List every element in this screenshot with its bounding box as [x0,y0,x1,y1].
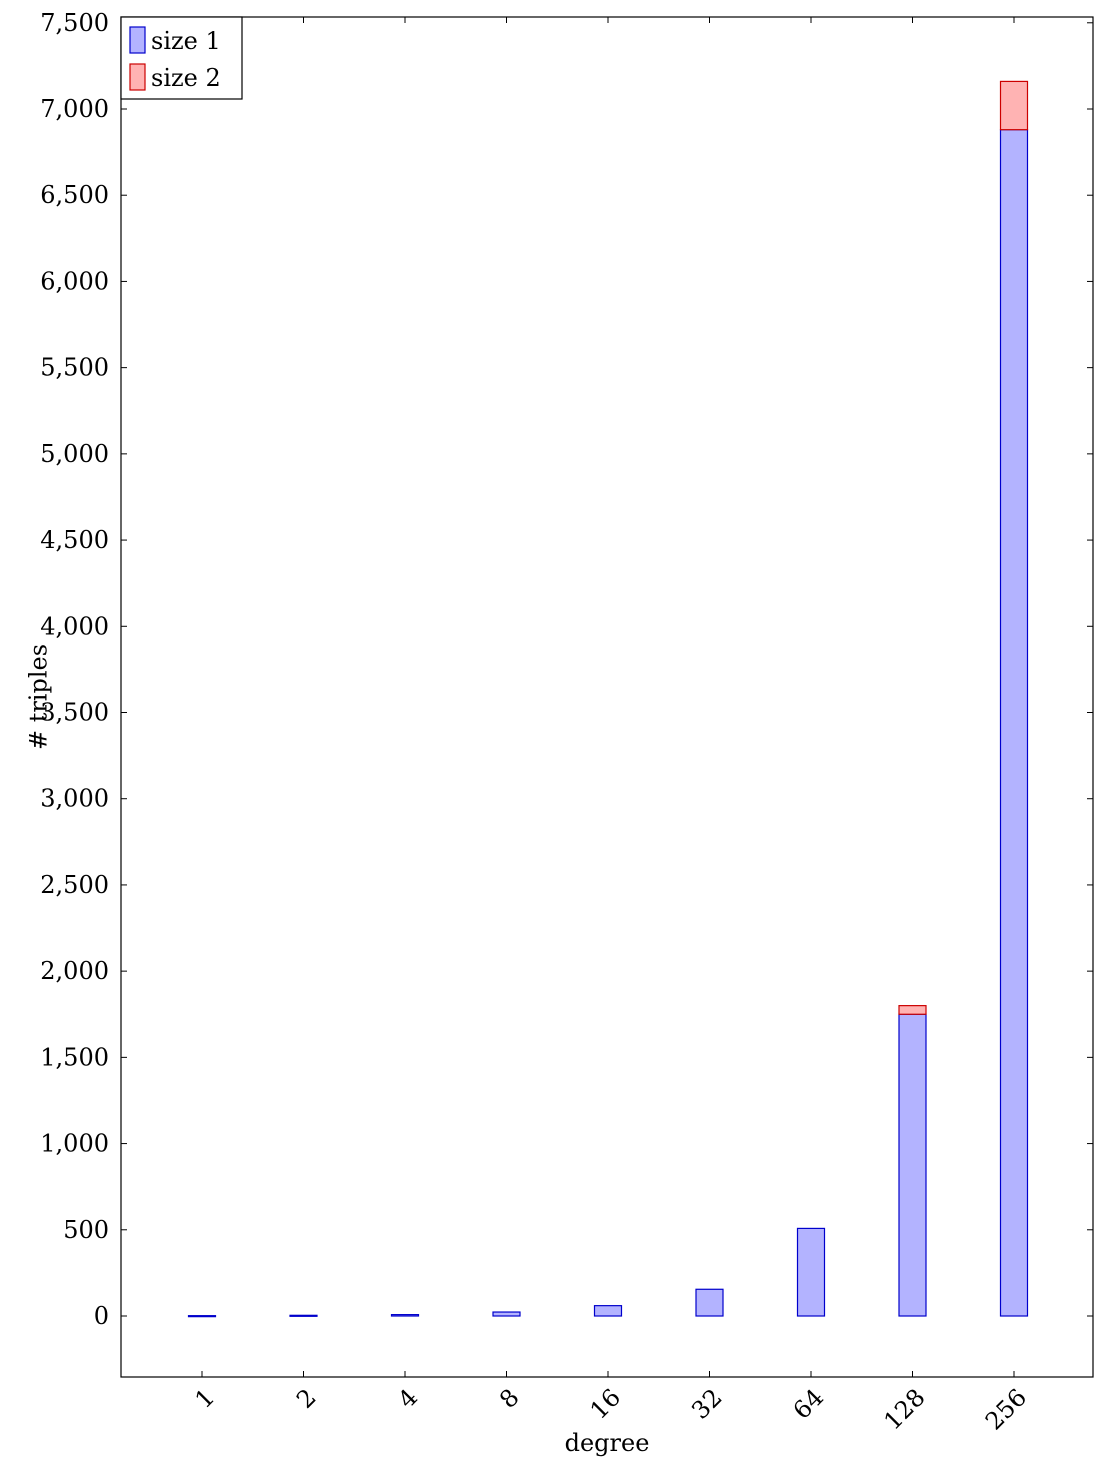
y-axis-label: # triples [24,644,52,750]
bar-size1-4 [390,1314,420,1317]
x-tick-label: 32 [686,1383,727,1424]
y-tick-label: 3,000 [40,785,109,813]
y-tick-label: 7,500 [40,9,109,37]
x-tick-label: 16 [585,1383,626,1424]
y-tick-label: 3,500 [40,699,109,727]
y-tick-label: 4,000 [40,612,109,640]
legend-label-size1: size 1 [151,27,221,55]
bar-size2-256 [999,80,1029,131]
x-tick-label: 1 [190,1383,221,1414]
legend: size 1 size 2 [120,16,243,100]
legend-swatch-size1 [129,26,146,54]
bar-size1-1 [187,1315,217,1318]
y-tick-label: 1,500 [40,1043,109,1071]
y-tick-label: 6,000 [40,267,109,295]
legend-label-size2: size 2 [151,64,221,92]
legend-swatch-size2 [129,63,146,91]
y-tick-label: 2,500 [40,871,109,899]
ticks-layer [121,17,1093,1377]
y-tick-label: 1,000 [40,1130,109,1158]
x-tick-label: 2 [291,1383,322,1414]
bar-size1-8 [492,1311,521,1317]
bar-size1-2 [289,1314,318,1317]
bar-size1-128 [898,1013,927,1317]
plot-frame [120,16,1094,1378]
y-tick-label: 0 [94,1302,109,1330]
x-tick-label: 64 [788,1383,829,1424]
bar-size1-32 [695,1288,724,1317]
bar-size1-64 [796,1227,826,1317]
x-tick-label: 256 [980,1383,1032,1435]
y-tick-label: 2,000 [40,957,109,985]
bar-size2-128 [898,1005,927,1015]
y-tick-label: 5,000 [40,440,109,468]
y-tick-label: 500 [63,1216,109,1244]
bar-size1-16 [593,1305,623,1317]
y-tick-labels: 0 500 1,000 1,500 2,000 2,500 3,000 3,500 4,000 4… [40,9,109,1330]
y-tick-label: 7,000 [40,95,109,123]
bar-size1-256 [999,129,1029,1317]
x-tick-labels: 1 2 4 8 16 32 64 128 256 [190,1383,1033,1435]
x-tick-label: 8 [494,1383,525,1414]
y-tick-label: 6,500 [40,181,109,209]
y-tick-label: 4,500 [40,526,109,554]
bars-layer [187,80,1029,1318]
x-tick-label: 128 [878,1383,930,1435]
x-tick-label: 4 [393,1383,424,1414]
x-axis-label: degree [565,1429,650,1457]
y-tick-label: 5,500 [40,354,109,382]
